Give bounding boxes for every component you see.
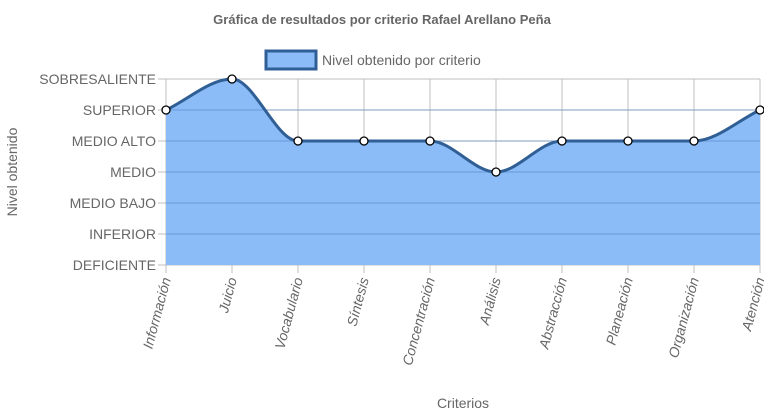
data-points: [161, 74, 764, 177]
data-point[interactable]: [293, 136, 303, 146]
legend-label: Nivel obtenido por criterio: [322, 52, 481, 68]
y-tick-label: MEDIO ALTO: [72, 133, 156, 149]
legend[interactable]: Nivel obtenido por criterio: [264, 49, 481, 71]
x-tick-label: Abstracción: [535, 275, 570, 351]
x-axis-ticks: Información Juicio Vocabulario Síntesis Conc…: [140, 275, 764, 367]
data-point[interactable]: [755, 105, 764, 115]
x-tick-label: Juicio: [215, 275, 240, 315]
data-point[interactable]: [623, 136, 633, 146]
x-axis-label: Criterios: [437, 395, 489, 411]
x-tick-label: Información: [140, 275, 174, 350]
y-tick-label: DEFICIENTE: [73, 257, 156, 273]
y-tick-label: MEDIO: [110, 164, 156, 180]
y-tick-label: SUPERIOR: [83, 102, 156, 118]
chart-title: Gráfica de resultados por criterio Rafae…: [213, 12, 551, 27]
y-tick-label: INFERIOR: [89, 226, 156, 242]
legend-swatch: [264, 49, 318, 71]
data-point[interactable]: [425, 136, 435, 146]
y-tick-label: SOBRESALIENTE: [39, 71, 156, 87]
plot-area: [165, 77, 761, 265]
x-tick-label: Concentración: [399, 275, 438, 367]
x-tick-label: Organización: [665, 275, 702, 359]
data-point[interactable]: [359, 136, 369, 146]
y-axis-label: Nivel obtenido: [4, 127, 20, 216]
x-tick-label: Planeación: [603, 275, 636, 346]
data-point[interactable]: [491, 167, 501, 177]
x-tick-label: Atención: [738, 275, 764, 333]
x-tick-label: Análisis: [476, 276, 504, 328]
series-line: [165, 77, 761, 174]
data-point[interactable]: [227, 74, 237, 84]
data-point[interactable]: [161, 105, 171, 115]
data-point[interactable]: [557, 136, 567, 146]
y-axis-ticks: DEFICIENTE INFERIOR MEDIO BAJO MEDIO MEDIO A…: [39, 71, 156, 273]
data-point[interactable]: [689, 136, 699, 146]
y-tick-label: MEDIO BAJO: [70, 195, 156, 211]
x-tick-label: Vocabulario: [271, 275, 306, 350]
x-tick-label: Síntesis: [344, 276, 372, 328]
